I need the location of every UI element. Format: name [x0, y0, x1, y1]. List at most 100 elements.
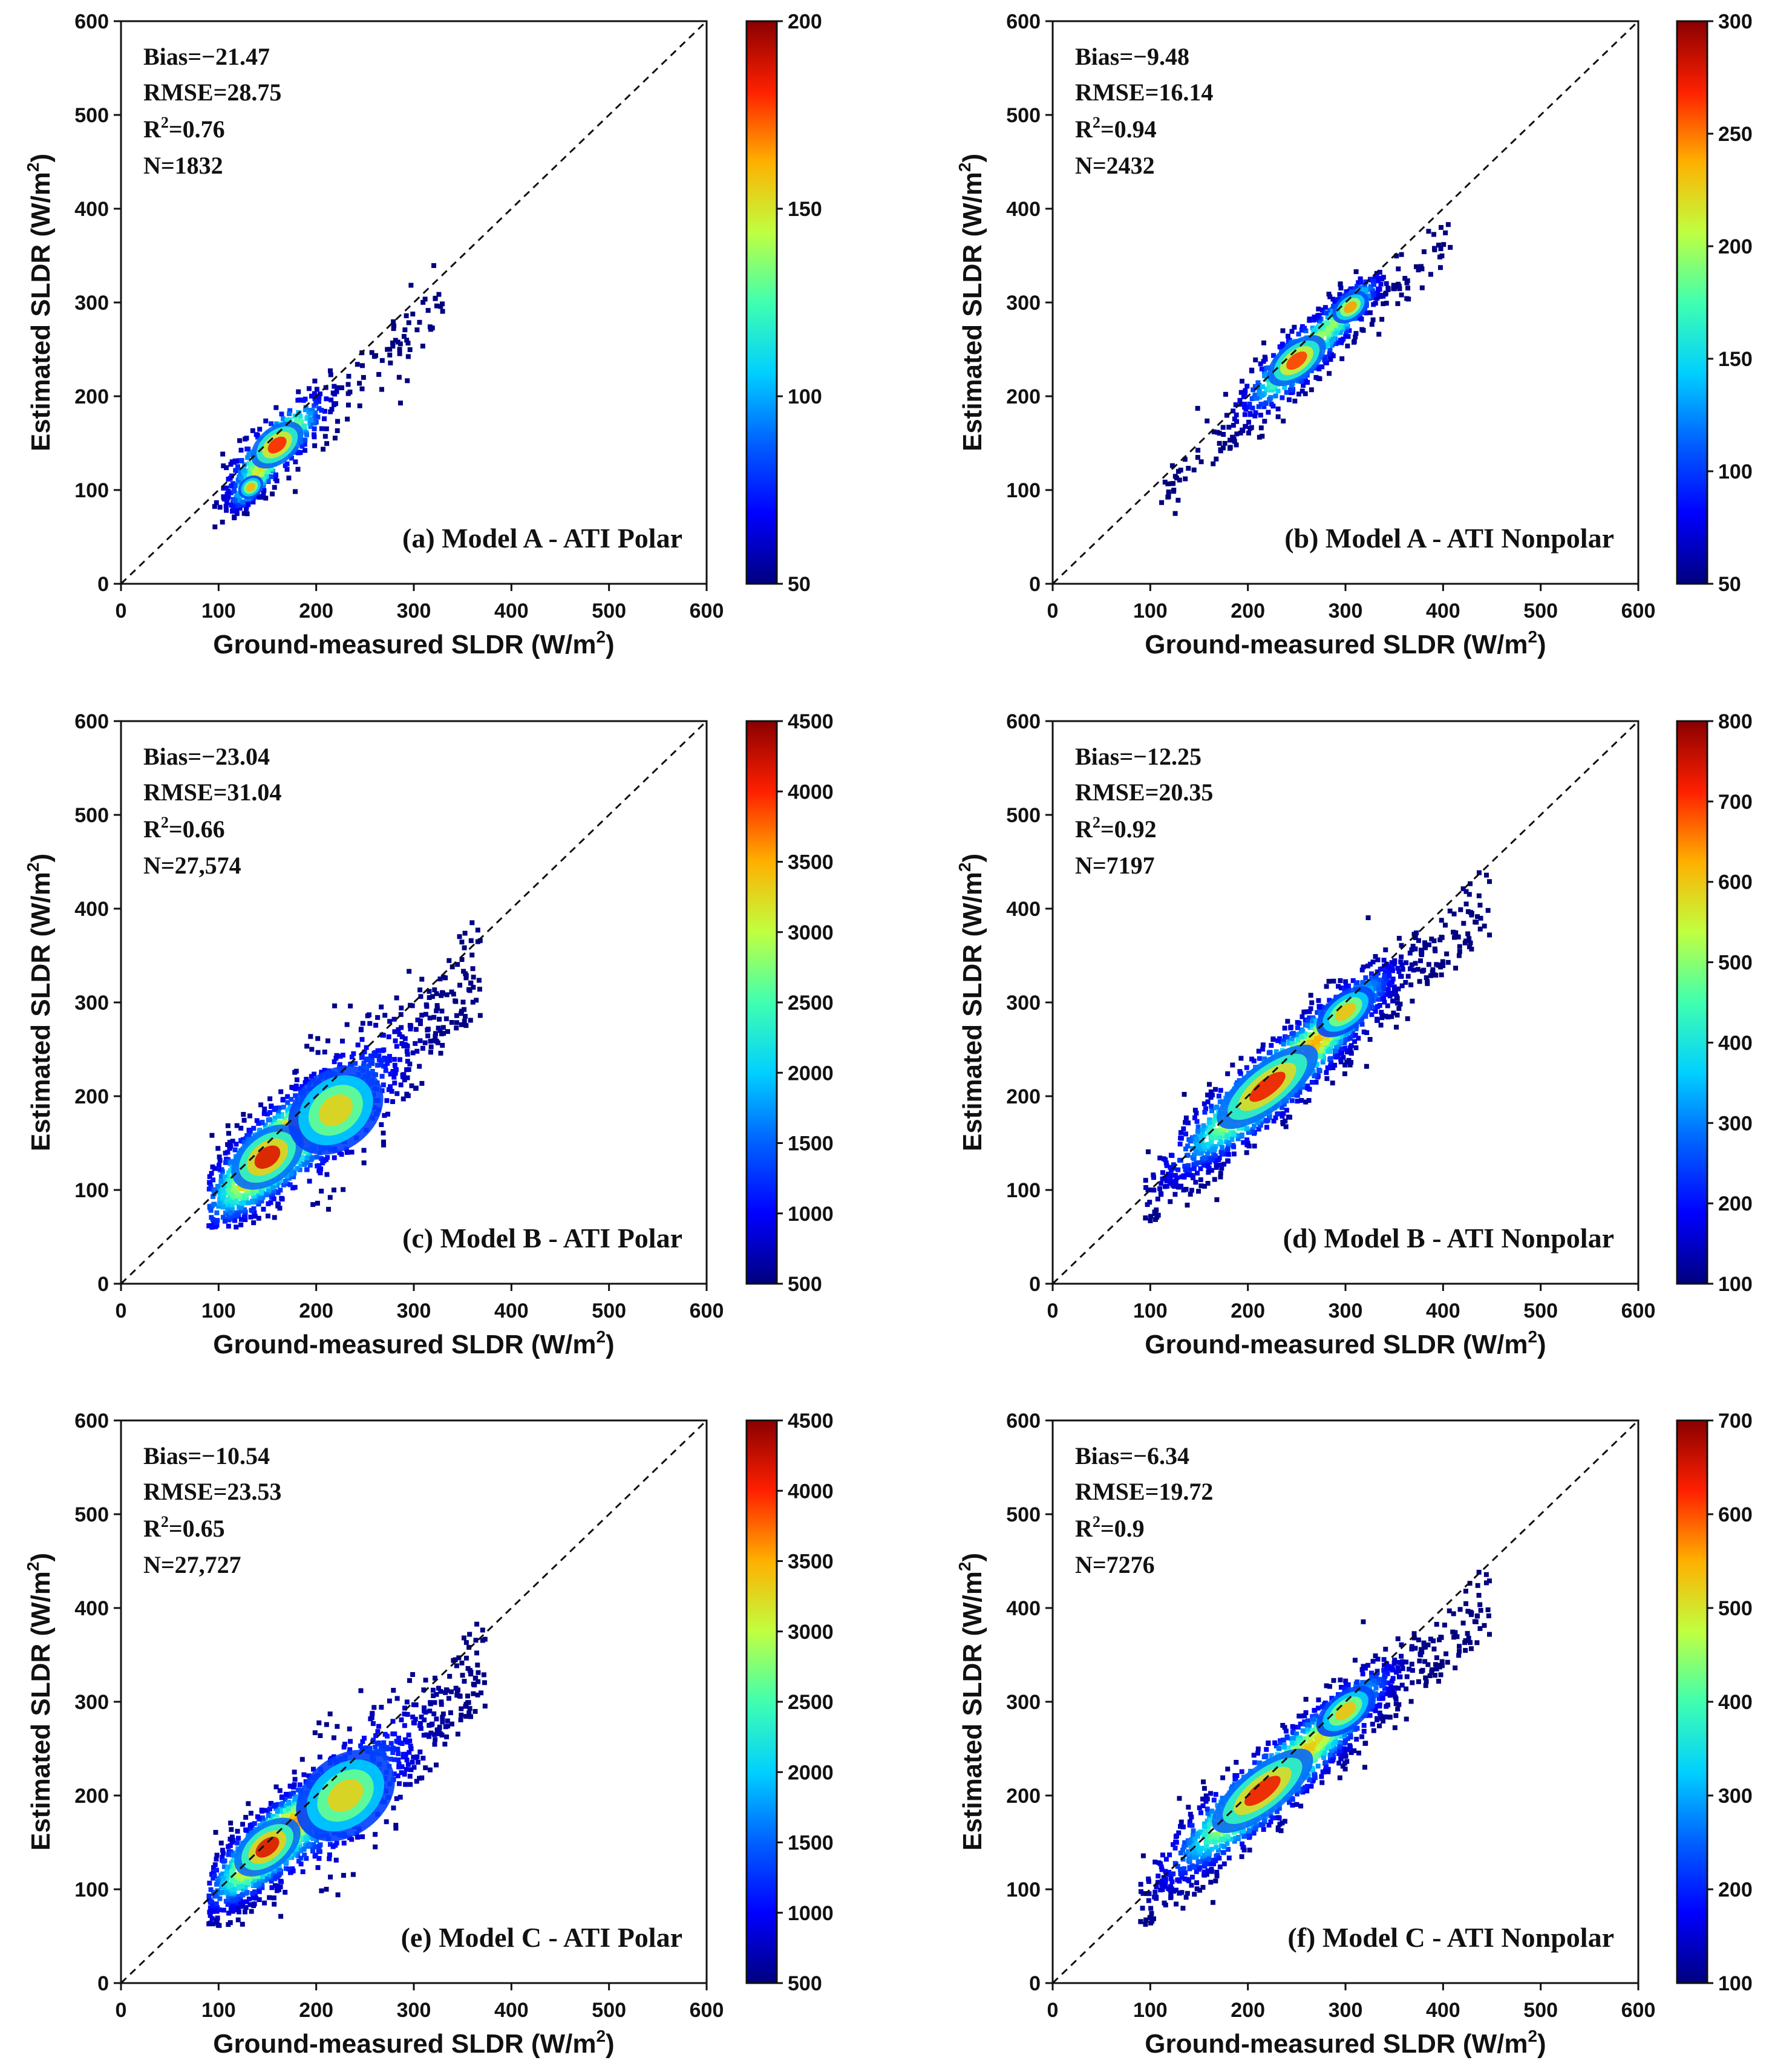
data-point [304, 432, 310, 437]
data-point [209, 1223, 214, 1228]
data-point [227, 476, 233, 481]
data-point [384, 1098, 390, 1103]
data-point [1465, 931, 1471, 936]
x-tick-label: 400 [494, 1299, 529, 1322]
data-point [1232, 416, 1237, 422]
data-point [1266, 410, 1271, 415]
data-point [1413, 946, 1418, 952]
data-point [1372, 275, 1378, 280]
data-point [319, 1188, 324, 1194]
data-point [1395, 301, 1401, 306]
data-point [437, 1016, 442, 1022]
data-point [267, 1096, 273, 1102]
data-point [1234, 419, 1240, 424]
data-point [232, 498, 238, 503]
data-point [1309, 387, 1314, 393]
data-point [1387, 991, 1393, 996]
data-point [1371, 302, 1376, 307]
data-point [1209, 1103, 1214, 1109]
data-point [1231, 408, 1236, 414]
data-point [221, 463, 226, 469]
data-point [391, 1016, 397, 1022]
data-point [402, 1042, 408, 1047]
data-point [431, 1015, 437, 1020]
data-point [215, 1184, 220, 1189]
data-point [284, 1174, 290, 1179]
data-point [1375, 1004, 1380, 1009]
data-point [1175, 1167, 1181, 1172]
data-point [230, 1192, 235, 1198]
colorbar-tick-label: 1500 [788, 1132, 834, 1155]
data-point [1405, 286, 1411, 291]
data-point [1285, 333, 1290, 339]
data-point [399, 1005, 404, 1011]
data-point [1422, 940, 1428, 946]
scatter-points [212, 263, 445, 529]
data-point [1330, 328, 1336, 333]
data-point [1242, 402, 1247, 407]
data-point [1183, 1186, 1189, 1192]
data-point [1194, 1145, 1199, 1151]
data-point [375, 1048, 381, 1053]
data-point [1189, 1188, 1194, 1193]
data-point [398, 1082, 404, 1088]
data-point [247, 472, 252, 478]
data-point [379, 1032, 385, 1038]
data-point [1168, 1181, 1173, 1186]
data-point [1286, 1041, 1292, 1046]
data-point [1187, 1167, 1192, 1172]
data-point [1292, 1041, 1298, 1047]
data-point [1201, 1101, 1207, 1106]
data-point [1280, 328, 1286, 333]
data-point [338, 1054, 343, 1059]
data-point [282, 1116, 287, 1122]
data-point [1370, 959, 1376, 965]
data-point [1191, 467, 1197, 472]
data-point [278, 1120, 283, 1125]
data-point [301, 423, 307, 428]
data-point [249, 1208, 254, 1213]
data-point [462, 1019, 467, 1024]
data-point [1364, 1030, 1370, 1035]
data-point [1193, 1134, 1198, 1140]
data-point [462, 1007, 467, 1012]
data-point [296, 389, 301, 394]
data-point [453, 999, 459, 1004]
data-point [250, 499, 256, 505]
data-point [1432, 247, 1437, 252]
data-point [1192, 1115, 1197, 1120]
data-point [1284, 390, 1289, 395]
data-point [1396, 266, 1401, 272]
data-point [1303, 1031, 1308, 1036]
data-point [274, 421, 280, 426]
data-point [440, 309, 445, 314]
data-point [304, 1077, 309, 1082]
data-point [468, 938, 474, 943]
x-tick-label: 600 [690, 600, 724, 623]
data-point [477, 987, 482, 992]
data-point [229, 1206, 235, 1212]
data-point [318, 391, 323, 397]
data-point [227, 1210, 233, 1215]
data-point [258, 1189, 264, 1194]
data-point [1438, 246, 1443, 252]
data-point [325, 1038, 330, 1044]
data-point [1414, 264, 1419, 269]
data-point [1281, 418, 1286, 423]
data-point [1463, 889, 1469, 894]
data-point [1208, 1144, 1214, 1149]
data-point [211, 1201, 217, 1207]
data-point [375, 1015, 381, 1020]
data-point [275, 1183, 280, 1188]
data-point [316, 394, 322, 400]
data-point [431, 263, 437, 269]
colorbar-tick-label: 4000 [788, 780, 834, 803]
data-point [1343, 334, 1349, 339]
data-point [285, 1094, 290, 1099]
x-tick-label: 0 [1047, 600, 1059, 623]
data-point [1183, 1146, 1188, 1152]
data-point [327, 1195, 333, 1200]
data-point [217, 505, 223, 510]
data-point [1152, 1217, 1158, 1222]
data-point [379, 387, 384, 392]
